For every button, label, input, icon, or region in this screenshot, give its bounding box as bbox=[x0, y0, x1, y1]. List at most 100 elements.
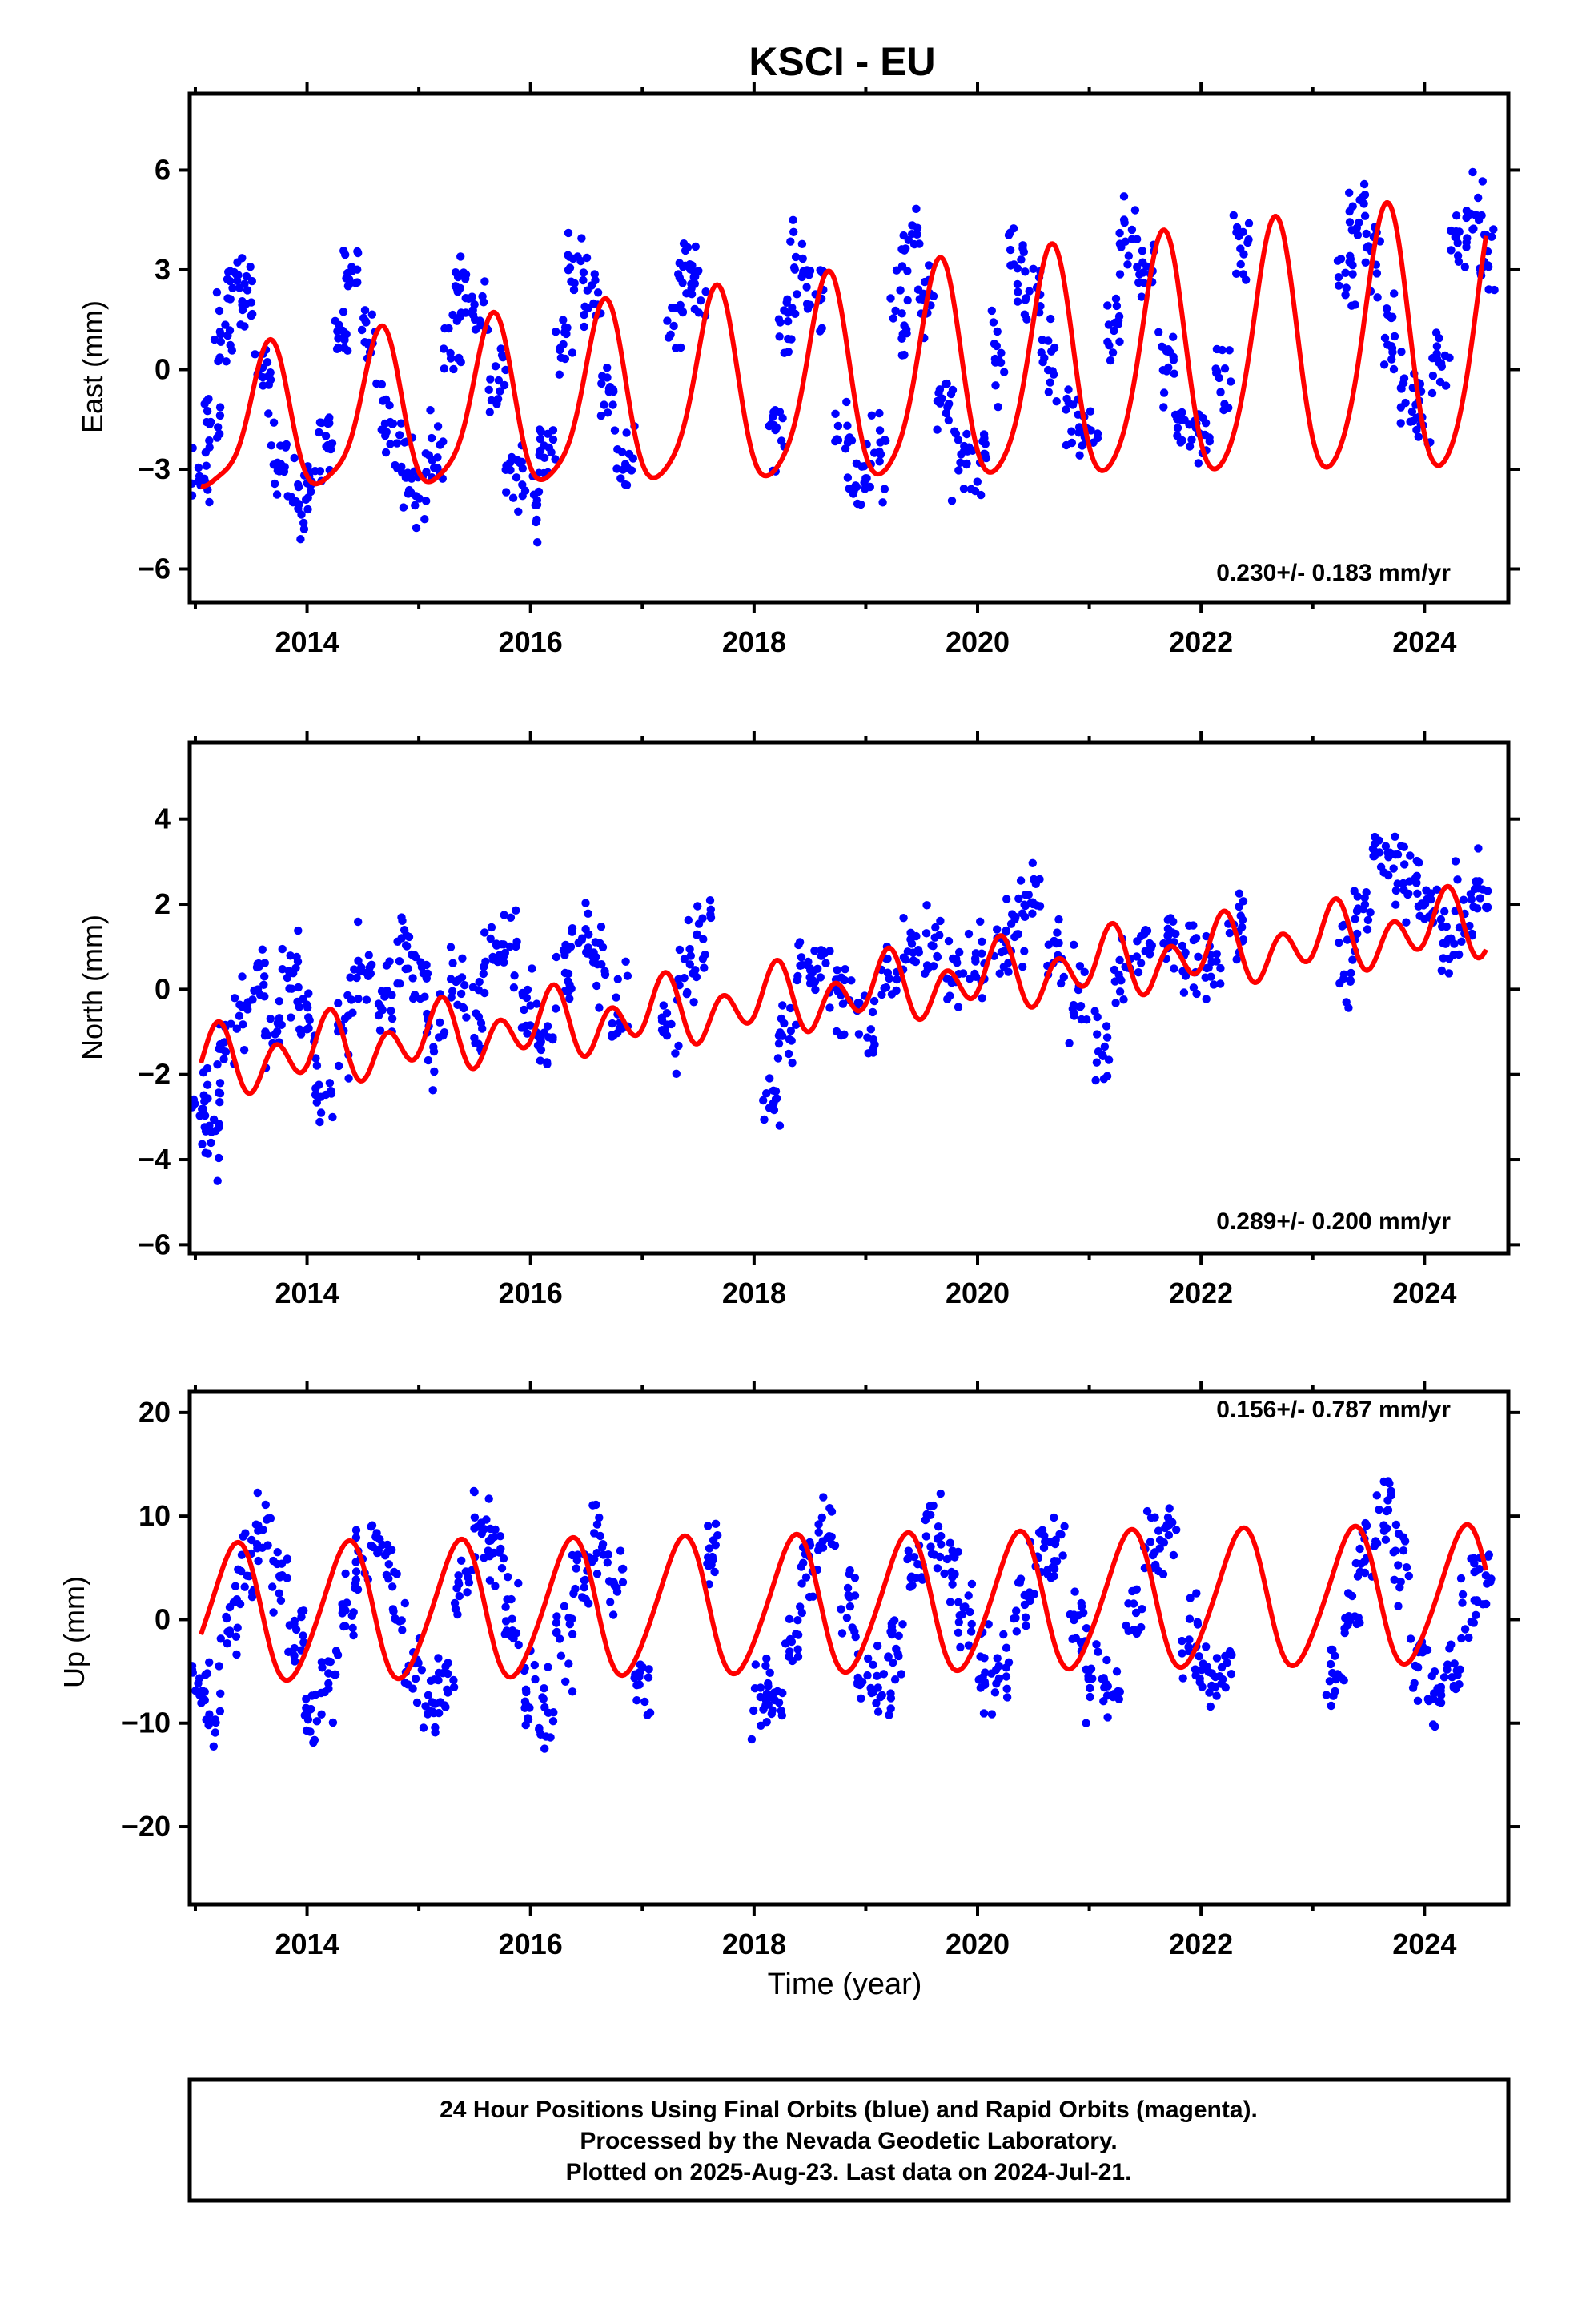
data-point bbox=[367, 1521, 377, 1530]
data-point bbox=[379, 396, 387, 405]
data-point bbox=[504, 1573, 512, 1582]
data-point bbox=[765, 1074, 774, 1083]
data-point bbox=[1062, 405, 1070, 414]
data-point bbox=[464, 1573, 472, 1582]
data-point bbox=[510, 971, 519, 980]
data-point bbox=[357, 963, 366, 972]
data-point bbox=[429, 1708, 438, 1718]
data-point bbox=[1138, 268, 1148, 277]
data-point bbox=[973, 477, 982, 486]
data-point bbox=[873, 1641, 882, 1651]
y-tick-label: −20 bbox=[122, 1810, 171, 1843]
data-point bbox=[592, 1520, 602, 1529]
data-point bbox=[1132, 952, 1142, 961]
data-point bbox=[1453, 875, 1462, 884]
data-point bbox=[1393, 850, 1403, 859]
data-point bbox=[400, 926, 409, 935]
data-point bbox=[236, 320, 245, 329]
data-point bbox=[678, 308, 687, 317]
data-point bbox=[1036, 1529, 1045, 1538]
data-point bbox=[1108, 348, 1118, 357]
data-point bbox=[1484, 285, 1493, 294]
data-point bbox=[1452, 211, 1461, 220]
data-point bbox=[1102, 1022, 1111, 1031]
data-point bbox=[216, 330, 225, 339]
data-point bbox=[470, 1513, 480, 1522]
data-point bbox=[862, 474, 871, 483]
data-point bbox=[441, 1703, 450, 1711]
data-point bbox=[612, 464, 621, 473]
data-point bbox=[509, 983, 519, 992]
data-point bbox=[1236, 259, 1245, 269]
data-point bbox=[1048, 1562, 1057, 1572]
data-point bbox=[215, 429, 224, 439]
data-point bbox=[375, 1026, 385, 1035]
footer-box bbox=[187, 2077, 1511, 2203]
data-point bbox=[540, 1744, 549, 1753]
data-point bbox=[263, 1515, 271, 1524]
data-point bbox=[266, 376, 275, 384]
data-point bbox=[331, 316, 339, 325]
data-point bbox=[606, 1598, 615, 1606]
data-point bbox=[793, 1616, 802, 1625]
data-point bbox=[843, 473, 853, 482]
data-point bbox=[868, 1007, 877, 1017]
data-point bbox=[199, 1068, 208, 1077]
data-point bbox=[213, 1060, 222, 1069]
data-point bbox=[279, 467, 289, 476]
data-point bbox=[269, 1556, 278, 1566]
data-point bbox=[978, 949, 986, 958]
data-point bbox=[1127, 235, 1137, 243]
data-point bbox=[817, 324, 826, 332]
data-point bbox=[926, 1510, 935, 1520]
data-point bbox=[552, 952, 561, 962]
data-point bbox=[211, 1718, 220, 1727]
data-point bbox=[1159, 388, 1169, 397]
data-point bbox=[312, 1061, 322, 1070]
data-point bbox=[1239, 897, 1248, 906]
data-point bbox=[711, 1519, 721, 1529]
y-axis-label-up: Up (mm) bbox=[58, 1576, 90, 1688]
data-point bbox=[940, 1569, 949, 1578]
data-point bbox=[243, 998, 252, 1007]
data-point bbox=[532, 501, 542, 509]
data-point bbox=[1242, 275, 1251, 284]
data-point bbox=[1172, 1526, 1181, 1534]
data-point bbox=[610, 426, 620, 435]
data-point bbox=[1388, 348, 1397, 356]
data-point bbox=[1391, 900, 1400, 909]
data-point bbox=[922, 901, 931, 910]
data-point bbox=[1054, 915, 1063, 924]
data-point bbox=[273, 466, 282, 475]
data-point bbox=[367, 960, 376, 970]
data-point bbox=[209, 1742, 218, 1751]
data-point bbox=[267, 441, 276, 450]
data-point bbox=[351, 1575, 360, 1584]
data-point bbox=[266, 1015, 275, 1023]
data-point bbox=[1022, 294, 1030, 303]
data-point bbox=[777, 1014, 786, 1023]
data-point bbox=[287, 984, 296, 993]
data-point bbox=[366, 969, 375, 978]
data-point bbox=[495, 951, 504, 959]
data-point bbox=[523, 985, 532, 995]
data-point bbox=[508, 1614, 516, 1623]
data-point bbox=[1362, 1521, 1371, 1530]
data-point bbox=[622, 428, 631, 437]
data-point bbox=[339, 308, 348, 316]
data-point bbox=[1093, 434, 1102, 443]
data-point bbox=[1110, 326, 1118, 336]
data-point bbox=[825, 947, 834, 955]
data-point bbox=[323, 416, 333, 424]
data-point bbox=[942, 974, 951, 983]
data-point bbox=[897, 351, 907, 360]
data-point bbox=[223, 1614, 231, 1623]
data-point bbox=[226, 340, 235, 350]
data-point bbox=[241, 1529, 250, 1538]
data-point bbox=[617, 448, 627, 456]
data-point bbox=[694, 308, 703, 317]
data-point bbox=[966, 975, 974, 983]
data-point bbox=[980, 1654, 989, 1663]
data-point bbox=[976, 917, 985, 927]
data-point bbox=[456, 357, 465, 367]
